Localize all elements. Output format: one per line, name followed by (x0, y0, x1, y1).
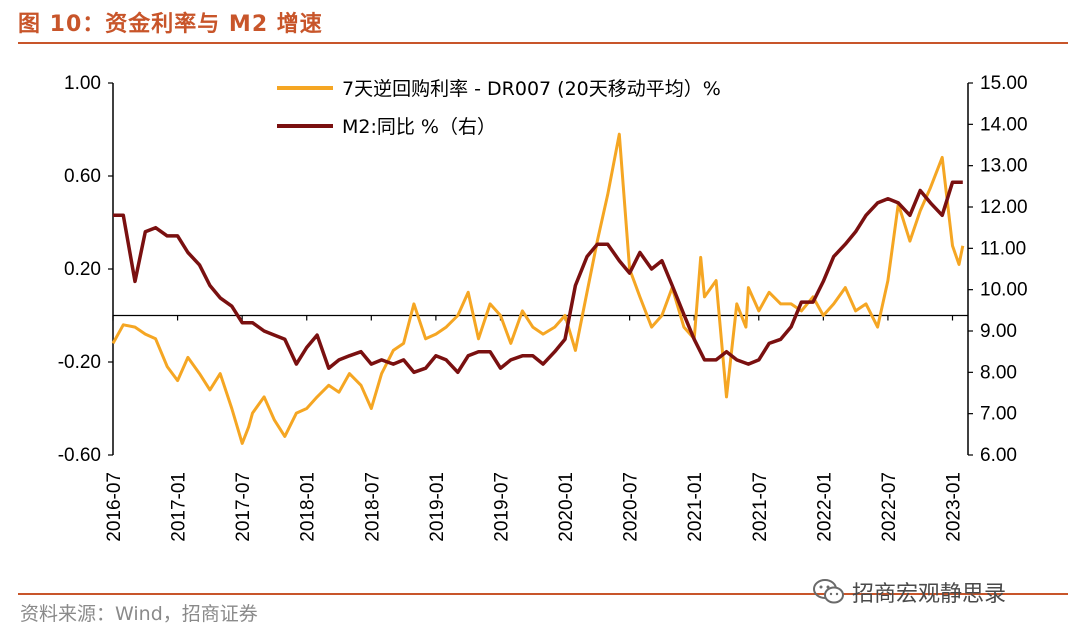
left-tick-label: 0.20 (64, 259, 101, 280)
legend-label: M2:同比 %（右） (342, 116, 496, 138)
x-tick-label: 2022-07 (879, 472, 900, 542)
x-tick-label: 2018-01 (298, 472, 319, 542)
left-tick-label: -0.20 (58, 352, 101, 373)
source-divider (18, 593, 1068, 595)
right-tick-label: 10.00 (980, 280, 1028, 301)
x-tick-label: 2023-01 (944, 472, 965, 542)
x-tick-label: 2019-07 (491, 472, 512, 542)
right-tick-label: 13.00 (980, 156, 1028, 177)
title-divider (18, 42, 1068, 44)
legend-label: 7天逆回购利率 - DR007 (20天移动平均）% (342, 78, 721, 100)
x-tick-label: 2021-01 (685, 472, 706, 542)
right-tick-label: 9.00 (980, 321, 1017, 342)
wechat-icon (813, 579, 844, 604)
x-tick-label: 2019-01 (427, 472, 448, 542)
right-tick-label: 15.00 (980, 73, 1028, 94)
watermark-text: 招商宏观静思录 (852, 582, 1007, 607)
x-tick-label: 2017-01 (169, 472, 190, 542)
figure-title: 图 10：资金利率与 M2 增速 (18, 12, 323, 37)
right-tick-label: 7.00 (980, 404, 1017, 425)
source-note: 资料来源：Wind，招商证券 (20, 603, 258, 625)
series-line-dr007 (111, 132, 965, 445)
legend: 7天逆回购利率 - DR007 (20天移动平均）% M2:同比 %（右） (277, 78, 721, 138)
x-tick-label: 2018-07 (362, 472, 383, 542)
x-tick-label: 2017-07 (233, 472, 254, 542)
x-tick-label: 2022-01 (814, 472, 835, 542)
axes-group: 1.00 0.60 0.20 -0.20 -0.60 15.00 14.00 13.00 12.… (58, 73, 1028, 542)
right-tick-label: 11.00 (980, 238, 1026, 259)
right-tick-label: 14.00 (980, 114, 1028, 135)
series-line-m2 (113, 180, 963, 375)
watermark: 招商宏观静思录 (812, 574, 1006, 610)
series-lines (111, 132, 965, 445)
left-tick-label: -0.60 (58, 445, 101, 466)
right-tick-label: 8.00 (980, 362, 1017, 383)
left-tick-label: 1.00 (64, 73, 101, 94)
right-tick-label: 6.00 (980, 445, 1017, 466)
right-tick-label: 12.00 (980, 197, 1028, 218)
x-tick-label: 2016-07 (104, 472, 125, 542)
x-tick-label: 2020-01 (556, 472, 577, 542)
left-tick-label: 0.60 (64, 166, 101, 187)
x-tick-label: 2020-07 (621, 472, 642, 542)
x-tick-label: 2021-07 (750, 472, 771, 542)
